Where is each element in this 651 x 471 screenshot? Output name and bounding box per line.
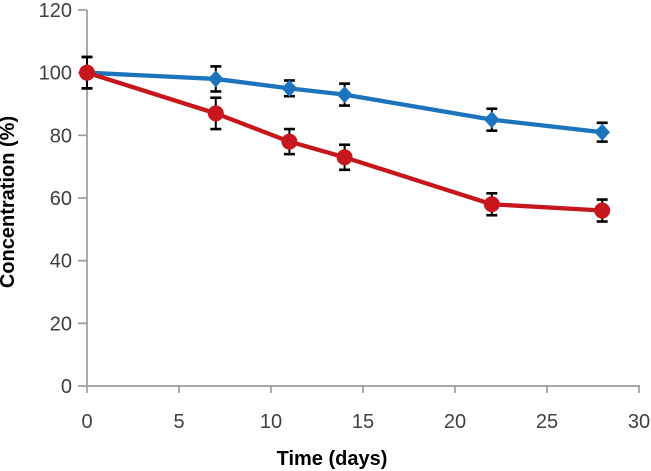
data-point-marker bbox=[336, 86, 353, 104]
tick-labels: 0 5 10 15 20 25 30 0 20 40 60 80 100 120 bbox=[39, 0, 651, 433]
x-axis-title: Time (days) bbox=[277, 448, 388, 470]
data-point-marker bbox=[594, 123, 610, 141]
data-point-marker bbox=[594, 202, 611, 219]
blue-diamond-series bbox=[79, 55, 610, 143]
x-tick-label: 20 bbox=[444, 411, 466, 433]
y-tick-label: 100 bbox=[39, 63, 72, 85]
data-point-marker bbox=[336, 149, 353, 166]
y-tick-label: 120 bbox=[39, 0, 72, 22]
y-tick-label: 60 bbox=[50, 188, 72, 210]
data-point-marker bbox=[281, 133, 298, 150]
data-point-marker bbox=[79, 64, 95, 81]
x-tick-label: 10 bbox=[260, 411, 282, 433]
x-tick-label: 15 bbox=[352, 411, 374, 433]
y-tick-label: 40 bbox=[50, 251, 72, 273]
data-point-marker bbox=[207, 105, 224, 122]
series-line bbox=[84, 70, 605, 213]
x-tick-label: 30 bbox=[628, 411, 650, 433]
y-axis-title: Concentration (%) bbox=[0, 116, 19, 288]
y-tick-label: 0 bbox=[61, 376, 72, 398]
series-line bbox=[84, 70, 605, 135]
x-tick-label: 25 bbox=[536, 411, 558, 433]
axes bbox=[78, 9, 640, 393]
y-tick-label: 20 bbox=[50, 313, 72, 335]
y-tick-label: 80 bbox=[50, 125, 72, 147]
data-point-marker bbox=[484, 111, 500, 129]
red-circle-series bbox=[79, 55, 611, 223]
x-tick-label: 5 bbox=[173, 411, 184, 433]
data-point-marker bbox=[208, 70, 224, 88]
data-point-marker bbox=[483, 196, 500, 213]
x-tick-label: 0 bbox=[81, 411, 92, 433]
data-series bbox=[79, 55, 611, 223]
data-point-marker bbox=[281, 79, 298, 97]
